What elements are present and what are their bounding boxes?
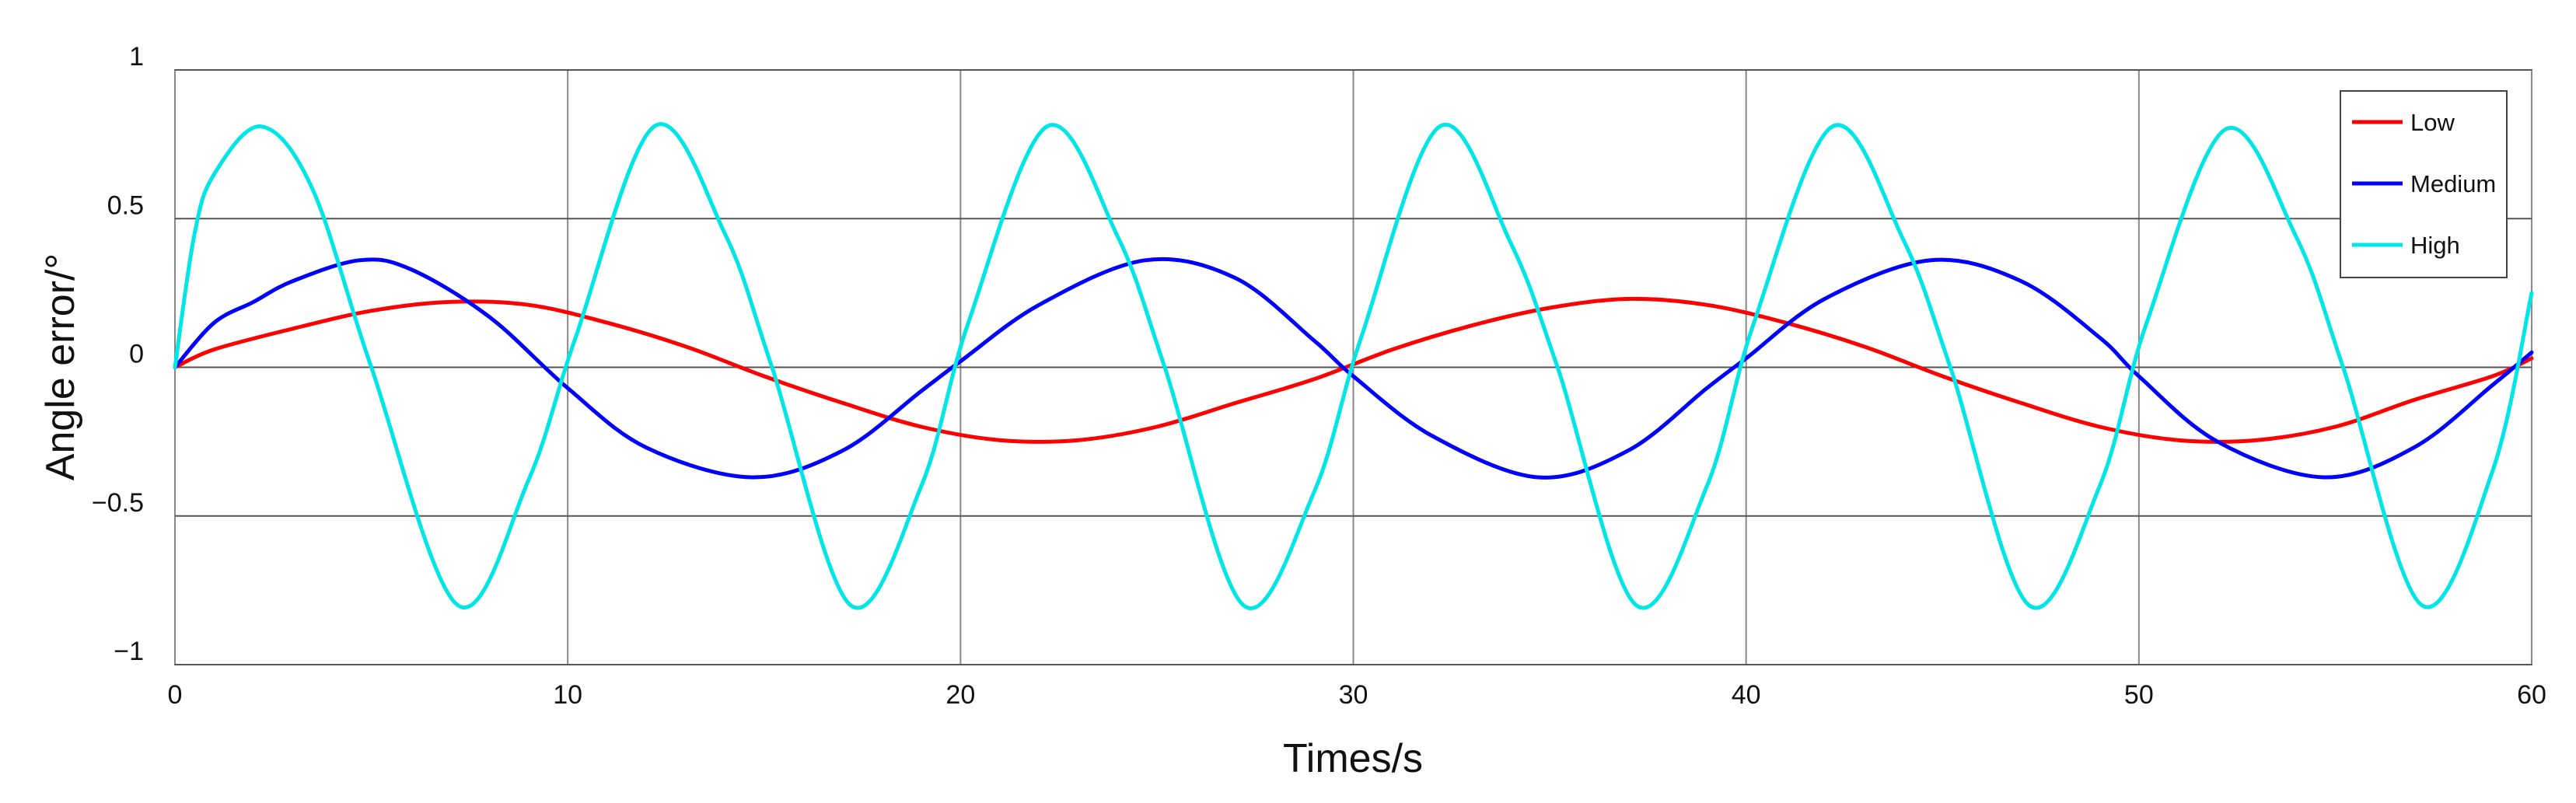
x-tick-label: 20 [945,680,975,710]
x-tick-label: 40 [1732,680,1761,710]
legend-label-low: Low [2410,109,2455,136]
legend-label-medium: Medium [2410,170,2496,197]
x-tick-label: 0 [168,680,183,710]
x-tick-label: 30 [1339,680,1368,710]
series-lines [173,122,2534,610]
y-tick-label: 0 [129,340,144,369]
legend-label-high: High [2410,232,2460,259]
y-tick-labels: 1 0.5 0 −0.5 −1 [92,42,144,666]
y-tick-label: 1 [129,42,144,72]
x-axis-title: Times/s [1283,736,1423,781]
x-tick-labels: 0 10 20 30 40 50 60 [168,680,2546,710]
y-tick-label: −0.5 [92,488,144,518]
y-tick-label: −1 [114,637,144,666]
y-axis-title: Angle error/° [38,253,83,480]
x-tick-label: 60 [2517,680,2546,710]
x-tick-label: 10 [553,680,582,710]
x-tick-label: 50 [2124,680,2154,710]
y-tick-label: 0.5 [107,190,144,220]
legend: Low Medium High [2340,90,2508,278]
series-line-high [173,122,2534,610]
